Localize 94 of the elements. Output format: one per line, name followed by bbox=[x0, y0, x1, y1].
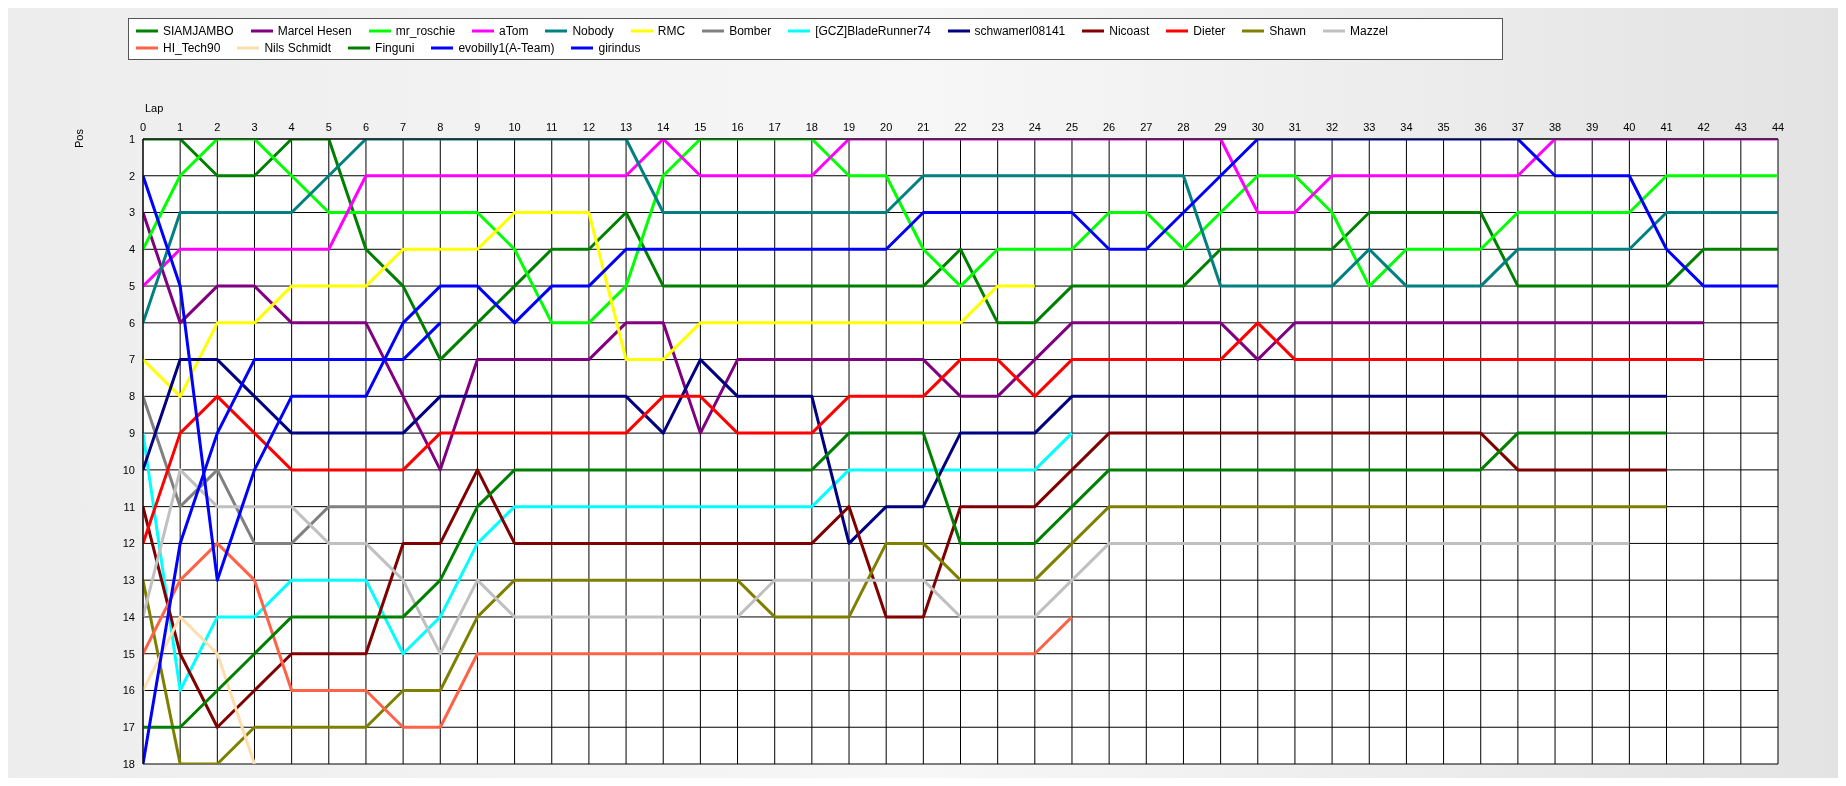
legend-label: Mazzel bbox=[1350, 23, 1389, 38]
y-tick-label: 8 bbox=[128, 390, 135, 403]
x-axis-title: Lap bbox=[145, 102, 164, 114]
x-tick-label: 9 bbox=[474, 121, 481, 133]
legend-label: Dieter bbox=[1193, 23, 1226, 38]
line-series bbox=[143, 431, 1074, 692]
x-tick-label: 6 bbox=[362, 121, 370, 133]
x-tick-label: 27 bbox=[1140, 121, 1153, 133]
line-series bbox=[143, 505, 1669, 764]
legend-label: aTom bbox=[499, 23, 529, 38]
line-series bbox=[143, 211, 1706, 472]
y-tick-label: 11 bbox=[123, 500, 135, 513]
y-tick-label: 14 bbox=[122, 610, 135, 623]
y-tick-label: 10 bbox=[122, 463, 135, 476]
line-series bbox=[143, 211, 1037, 398]
x-tick-label: 30 bbox=[1251, 121, 1264, 133]
x-tick-label: 13 bbox=[619, 121, 633, 133]
legend-label: Nicoast bbox=[1109, 23, 1150, 38]
x-tick-label: 17 bbox=[768, 121, 781, 133]
y-tick-label: 16 bbox=[122, 684, 135, 697]
x-tick-label: 18 bbox=[805, 121, 818, 133]
x-tick-label: 4 bbox=[288, 121, 295, 133]
y-tick-label: 15 bbox=[122, 647, 135, 660]
x-tick-label: 42 bbox=[1697, 121, 1710, 133]
legend-label: schwamerl08141 bbox=[974, 23, 1066, 38]
legend-label: Shawn bbox=[1269, 23, 1307, 38]
y-tick-label: 13 bbox=[122, 574, 135, 587]
x-tick-label: 14 bbox=[657, 121, 670, 133]
x-tick-label: 10 bbox=[508, 121, 521, 133]
y-tick-label: 7 bbox=[128, 353, 135, 366]
y-tick-label: 9 bbox=[128, 427, 135, 440]
x-tick-label: 15 bbox=[694, 121, 707, 133]
line-series bbox=[143, 394, 442, 545]
x-tick-label: 23 bbox=[991, 121, 1004, 133]
line-series bbox=[143, 358, 1669, 545]
x-tick-label: 21 bbox=[917, 121, 930, 133]
legend-label: Marcel Hesen bbox=[277, 23, 352, 38]
x-tick-label: 5 bbox=[325, 121, 332, 133]
x-tick-label: 29 bbox=[1214, 121, 1227, 133]
line-series bbox=[143, 615, 256, 764]
legend-label: Nils Schmidt bbox=[264, 40, 332, 55]
x-tick-label: 31 bbox=[1288, 121, 1302, 133]
x-tick-label: 32 bbox=[1325, 121, 1339, 133]
x-tick-label: 3 bbox=[251, 121, 258, 133]
y-tick-label: 5 bbox=[128, 279, 135, 292]
y-tick-label: 6 bbox=[128, 316, 135, 329]
y-tick-label: 4 bbox=[128, 243, 135, 256]
y-tick-label: 12 bbox=[122, 537, 135, 550]
line-series bbox=[143, 468, 1631, 656]
y-axis-title: Pos bbox=[73, 128, 85, 148]
y-tick-label: 3 bbox=[128, 206, 135, 219]
legend-label: Bomber bbox=[729, 23, 772, 38]
legend-label: mr_roschie bbox=[395, 23, 456, 38]
x-tick-label: 0 bbox=[139, 121, 147, 133]
legend-label: Finguni bbox=[375, 40, 415, 55]
x-tick-label: 40 bbox=[1623, 121, 1636, 133]
x-tick-label: 11 bbox=[546, 121, 558, 133]
y-tick-label: 2 bbox=[128, 169, 135, 182]
line-series bbox=[143, 541, 1074, 729]
x-tick-label: 25 bbox=[1065, 121, 1079, 133]
x-tick-label: 16 bbox=[731, 121, 744, 133]
x-tick-label: 28 bbox=[1177, 121, 1190, 133]
x-tick-label: 43 bbox=[1734, 121, 1747, 133]
x-tick-label: 12 bbox=[582, 121, 596, 133]
legend-label: evobilly1(A-Team) bbox=[458, 40, 555, 55]
x-tick-label: 33 bbox=[1363, 121, 1376, 133]
x-tick-label: 37 bbox=[1511, 121, 1525, 133]
x-tick-label: 20 bbox=[880, 121, 893, 133]
x-tick-label: 24 bbox=[1028, 121, 1041, 133]
x-tick-label: 19 bbox=[842, 121, 856, 133]
y-tick-label: 18 bbox=[122, 757, 135, 770]
x-tick-label: 22 bbox=[954, 121, 967, 133]
x-tick-label: 38 bbox=[1548, 121, 1562, 133]
x-tick-label: 7 bbox=[400, 121, 407, 133]
legend-label: Nobody bbox=[572, 23, 614, 38]
x-tick-label: 2 bbox=[214, 121, 221, 133]
x-tick-label: 44 bbox=[1771, 121, 1785, 133]
legend-label: [GCZ]BladeRunner74 bbox=[815, 23, 931, 38]
x-tick-label: 35 bbox=[1437, 121, 1450, 133]
line-series bbox=[143, 431, 1669, 729]
y-tick-label: 17 bbox=[122, 721, 135, 734]
x-tick-label: 36 bbox=[1474, 121, 1487, 133]
y-tick-label: 1 bbox=[128, 132, 135, 145]
line-series bbox=[143, 321, 1706, 545]
x-tick-label: 26 bbox=[1103, 121, 1116, 133]
legend-label: RMC bbox=[657, 23, 686, 38]
x-tick-label: 8 bbox=[437, 121, 444, 133]
legend-label: girindus bbox=[598, 40, 641, 55]
x-tick-label: 39 bbox=[1586, 121, 1599, 133]
legend-label: HI_Tech90 bbox=[163, 40, 221, 55]
x-tick-label: 1 bbox=[177, 121, 184, 133]
legend-label: SIAMJAMBO bbox=[163, 23, 234, 38]
x-tick-label: 34 bbox=[1400, 121, 1413, 133]
x-tick-label: 41 bbox=[1660, 121, 1673, 133]
